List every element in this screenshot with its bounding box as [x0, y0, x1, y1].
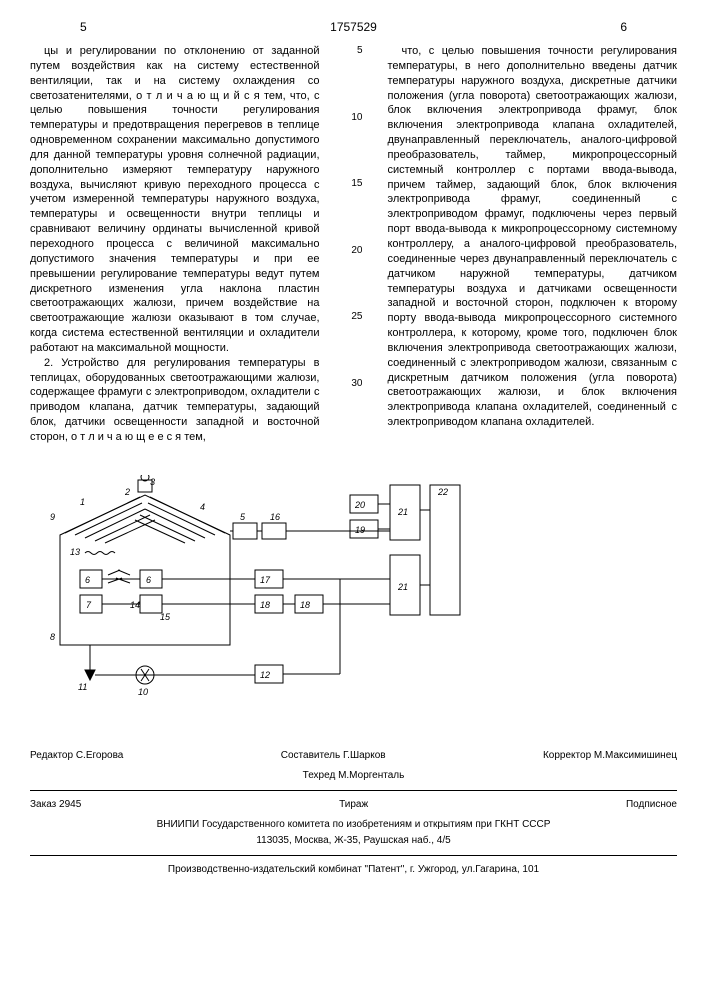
address: 113035, Москва, Ж-35, Раушская наб., 4/5: [30, 833, 677, 849]
diagram-label: 6: [146, 575, 151, 585]
diagram-label: 16: [270, 512, 280, 522]
line-number-gutter: 5 10 15 20 25 30: [345, 44, 363, 445]
page-header: 5 1757529 6: [30, 20, 677, 34]
diagram-label: 8: [50, 632, 55, 642]
footer: Редактор С.Егорова Составитель Г.Шарков …: [30, 748, 677, 878]
diagram-label: 11: [78, 682, 87, 692]
line-num: 25: [345, 310, 363, 324]
diagram-label: 6: [85, 575, 90, 585]
diagram-label: 18: [300, 600, 310, 610]
diagram-label: 15: [160, 612, 171, 622]
line-num: 15: [345, 177, 363, 191]
techred: Техред М.Моргенталь: [303, 768, 405, 784]
compiler: Составитель Г.Шарков: [281, 748, 386, 764]
diagram-label: 19: [355, 525, 365, 535]
page-num-right: 6: [620, 20, 627, 34]
line-num: 5: [345, 44, 363, 58]
right-column: что, с целью повышения точности регулиро…: [388, 44, 678, 445]
line-num: 10: [345, 111, 363, 125]
org-line: ВНИИПИ Государственного комитета по изоб…: [30, 817, 677, 833]
page-num-left: 5: [80, 20, 87, 34]
corrector: Корректор М.Максимишинец: [543, 748, 677, 764]
diagram-label: 14: [130, 600, 140, 610]
diagram-label: 18: [260, 600, 270, 610]
podpisnoe: Подписное: [626, 797, 677, 813]
diagram-label: 20: [354, 500, 365, 510]
diagram-label: 21: [397, 507, 408, 517]
tirazh: Тираж: [339, 797, 368, 813]
diagram-label: 4: [200, 502, 205, 512]
document-number: 1757529: [87, 20, 621, 34]
right-para-1: что, с целью повышения точности регулиро…: [388, 44, 678, 430]
diagram-label: 1: [80, 497, 85, 507]
diagram-label: 13: [70, 547, 80, 557]
diagram-label: 12: [260, 670, 270, 680]
left-para-2: 2. Устройство для регулирования температ…: [30, 356, 320, 445]
left-para-1: цы и регулировании по отклонению от зада…: [30, 44, 320, 356]
diagram-label: 9: [50, 512, 55, 522]
diagram-label: 2: [124, 487, 130, 497]
diagram-label: 21: [397, 582, 408, 592]
diagram-label: 22: [437, 487, 448, 497]
printer-line: Производственно-издательский комбинат "П…: [30, 862, 677, 878]
diagram-label: 5: [240, 512, 246, 522]
diagram-label: 3: [150, 477, 155, 487]
diagram-label: 10: [138, 687, 148, 697]
line-num: 30: [345, 377, 363, 391]
diagram-label: 17: [260, 575, 271, 585]
diagram-label: 7: [86, 600, 92, 610]
text-columns: цы и регулировании по отклонению от зада…: [30, 44, 677, 445]
editor: Редактор С.Егорова: [30, 748, 123, 764]
line-num: 20: [345, 244, 363, 258]
schematic-diagram: 9 1 2 3 4 5 16 13 6 7 14 6 15 8 11 10 17…: [30, 475, 490, 715]
left-column: цы и регулировании по отклонению от зада…: [30, 44, 320, 445]
order-number: Заказ 2945: [30, 797, 81, 813]
